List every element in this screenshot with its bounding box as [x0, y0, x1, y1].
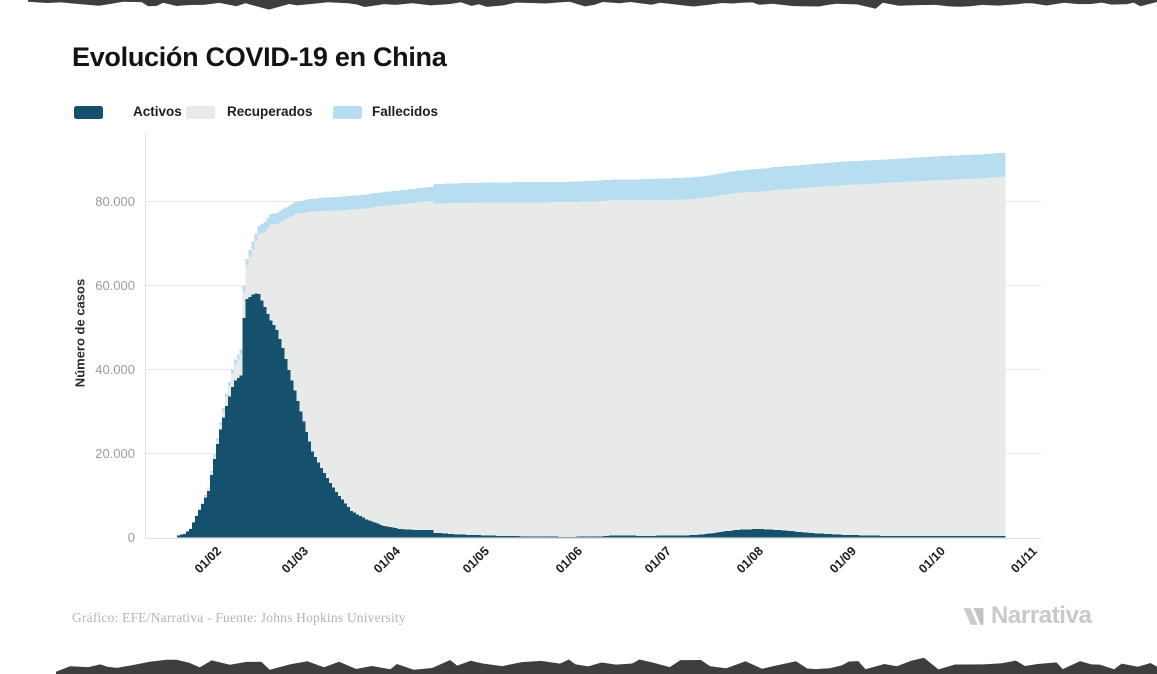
narrativa-n-mark-icon — [963, 607, 984, 625]
y-tick-80000: 80.000 — [95, 193, 135, 209]
narrativa-wordmark: Narrativa — [991, 602, 1092, 629]
y-tick-60000: 60.000 — [95, 277, 135, 293]
legend-swatch-recuperados — [186, 106, 215, 119]
legend-label-recuperados: Recuperados — [227, 104, 313, 119]
narrativa-logo: Narrativa — [961, 602, 1092, 630]
legend-swatch-activos — [74, 106, 103, 119]
y-tick-0: 0 — [127, 529, 135, 545]
y-tick-40000: 40.000 — [95, 361, 135, 377]
legend-swatch-fallecidos — [333, 106, 362, 119]
y-tick-20000: 20.000 — [95, 445, 135, 461]
legend-label-fallecidos: Fallecidos — [372, 104, 439, 119]
legend-label-activos: Activos — [133, 104, 182, 119]
source-credit: Gráfico: EFE/Narrativa - Fuente: Johns H… — [72, 610, 406, 625]
page-title: Evolución COVID-19 en China — [72, 42, 447, 72]
